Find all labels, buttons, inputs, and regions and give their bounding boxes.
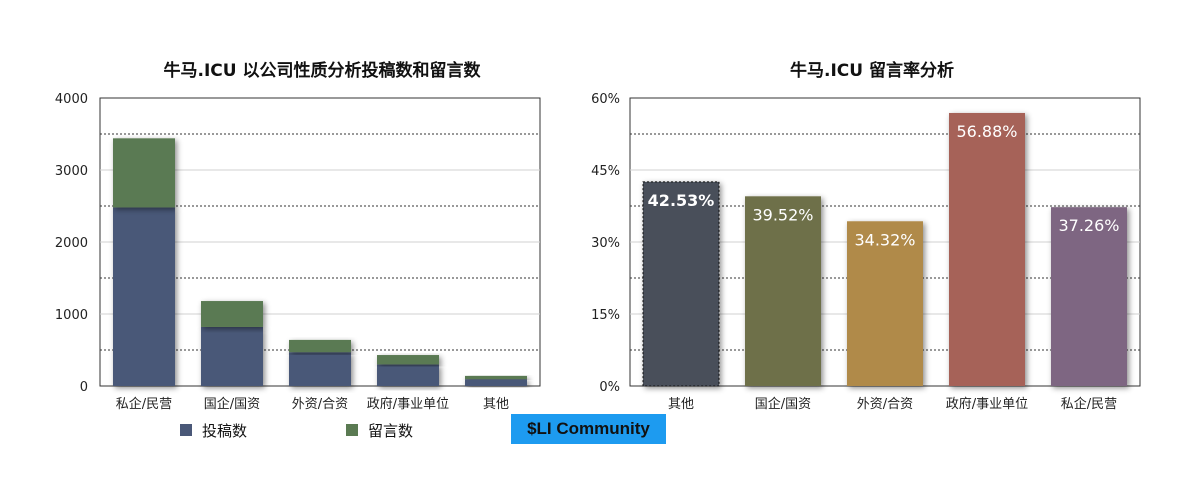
x-category-label: 私企/民营 [1061,396,1117,412]
legend-swatch-submissions [180,424,192,436]
chart2-x-axis: 其他 国企/国资 外资/合资 政府/事业单位 私企/民营 [668,396,1117,412]
chart1-bars [113,138,527,386]
community-watermark: $LI Community [511,414,666,444]
x-category-label: 私企/民营 [116,396,172,412]
legend-swatch-comments [346,424,358,436]
legend-label-submissions: 投稿数 [202,422,247,440]
x-category-label: 外资/合资 [857,397,913,412]
bar-comments [289,339,351,353]
chart1-title: 牛马.ICU 以公司性质分析投稿数和留言数 [164,60,482,81]
bar-value-label: 39.52% [752,205,813,224]
bar-submissions [113,207,175,386]
y-tick-label: 1000 [55,308,88,323]
bar-value-label: 37.26% [1058,216,1119,235]
x-category-label: 政府/事业单位 [946,397,1028,412]
y-tick-label: 3000 [55,164,88,179]
bar-submissions [465,379,527,386]
y-tick-label: 4000 [55,92,88,107]
y-tick-label: 30% [591,236,620,251]
y-tick-label: 45% [591,164,620,179]
x-category-label: 政府/事业单位 [367,397,449,412]
bar-comments [465,375,527,380]
y-tick-label: 60% [591,92,620,107]
chart2-title: 牛马.ICU 留言率分析 [790,60,954,81]
chart1-y-axis: 0 1000 2000 3000 4000 [55,92,88,395]
bar-submissions [201,326,263,386]
x-category-label: 其他 [668,397,694,412]
y-tick-label: 0% [599,380,620,395]
x-category-label: 国企/国资 [755,396,811,412]
chart1-legend: 投稿数 留言数 [180,422,413,440]
chart2-bars: 42.53% 39.52% 34.32% 56.88% 37.26% [642,112,1127,387]
stacked-bar-chart: 牛马.ICU 以公司性质分析投稿数和留言数 01000200030004000 … [55,60,541,440]
y-tick-label: 2000 [55,236,88,251]
chart1-x-axis: 私企/民营 国企/国资 外资/合资 政府/事业单位 其他 [116,396,509,412]
x-category-label: 国企/国资 [204,396,260,412]
bar-value-label: 34.32% [854,230,915,249]
bar-value-label: 42.53% [648,191,715,210]
y-tick-label: 0 [80,380,88,395]
bar-comment-rate [847,221,923,386]
comment-rate-bar-chart: 牛马.ICU 留言率分析 0% 15% 30% 45% 60% 42.53% 39.52%… [591,60,1141,412]
bar-submissions [289,352,351,386]
legend-label-comments: 留言数 [368,422,413,440]
bar-submissions [377,364,439,386]
bar-comments [113,138,175,208]
bar-value-label: 56.88% [956,122,1017,141]
bar-comment-rate [1051,207,1127,386]
bar-comment-rate [745,196,821,386]
y-tick-label: 15% [591,308,620,323]
x-category-label: 外资/合资 [292,397,348,412]
bar-comment-rate [642,181,720,387]
chart2-y-axis: 0% 15% 30% 45% 60% [591,92,620,395]
bar-comments [201,301,263,327]
bar-comment-rate [949,112,1025,386]
x-category-label: 其他 [483,397,509,412]
bar-comments [377,355,439,365]
